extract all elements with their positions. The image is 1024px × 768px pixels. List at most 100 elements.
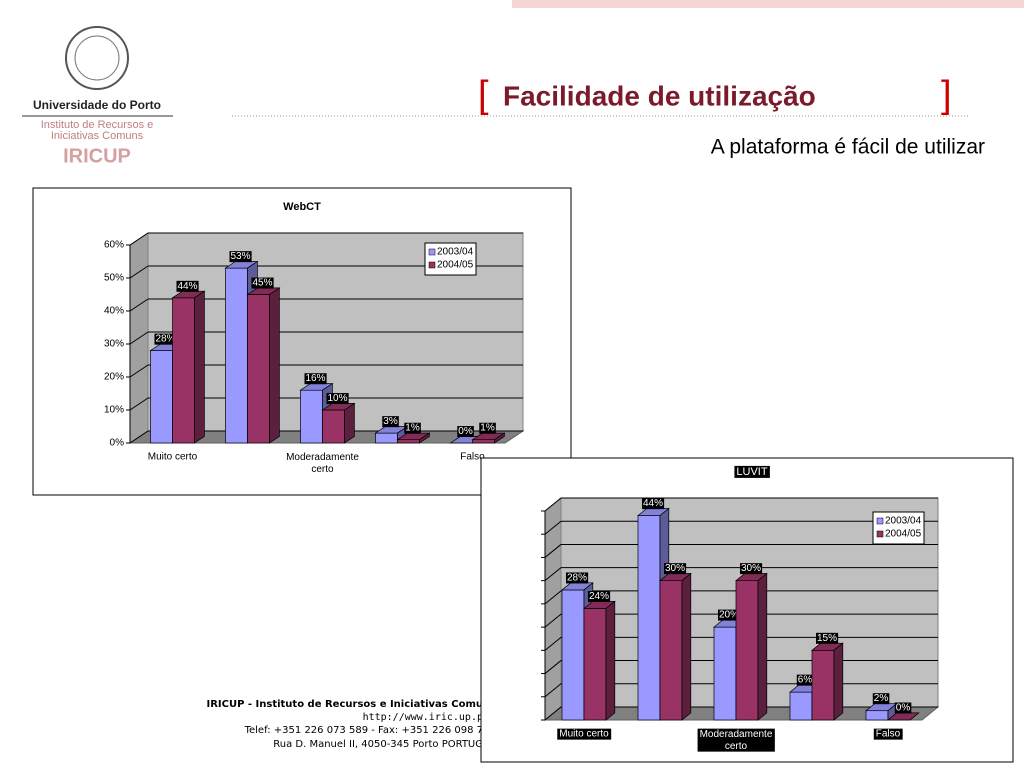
grid-line — [129, 232, 149, 246]
legend-swatch — [428, 248, 436, 256]
value-label: 6% — [798, 675, 813, 686]
bar — [713, 626, 737, 721]
value-label-bg — [176, 280, 199, 292]
acronym: IRICUP — [63, 145, 131, 167]
grid-line — [129, 397, 149, 411]
value-label: 1% — [480, 423, 495, 434]
bar-side — [605, 600, 616, 721]
value-label: 20% — [719, 610, 739, 621]
institute-name: Instituto de Recursos e — [41, 119, 154, 131]
bar — [561, 589, 585, 721]
value-label-bg — [229, 251, 252, 263]
x-tick-line: certo — [311, 464, 334, 475]
value-label-bg — [739, 563, 763, 575]
grid-line — [129, 364, 149, 378]
legend-frame — [424, 242, 477, 276]
value-label: 30% — [665, 563, 685, 574]
x-tick-label: Muito certo — [148, 452, 198, 463]
value-label: 44% — [643, 498, 663, 509]
x-tick-label: Moderadamente certo — [700, 729, 773, 752]
grid-line — [544, 544, 562, 558]
grid-line — [544, 520, 562, 535]
bar — [172, 297, 195, 444]
value-label: 28% — [567, 572, 587, 583]
x-tick-label: Moderadamente certo — [286, 452, 359, 475]
bar — [247, 294, 270, 444]
value-label: 15% — [817, 633, 837, 644]
footer-line: http://www.iric.up.p — [363, 712, 483, 723]
bar-side — [344, 402, 355, 444]
y-tick-label: 25% — [519, 599, 539, 610]
legend-swatch — [876, 517, 884, 525]
y-tick-label: 40% — [519, 529, 539, 540]
value-label-bg — [815, 632, 839, 644]
value-label: 2% — [874, 693, 889, 704]
bar — [300, 389, 323, 444]
y-tick-label: 10% — [519, 668, 539, 679]
bar-side — [494, 432, 505, 444]
value-label: 1% — [405, 423, 420, 434]
seal — [65, 26, 129, 90]
value-label: 53% — [230, 251, 250, 262]
bar-side — [194, 290, 205, 444]
legend-label: 2004/05 — [885, 529, 922, 540]
value-label-bg — [587, 591, 611, 603]
value-label-bg — [565, 572, 589, 584]
y-tick-label: 20% — [104, 372, 124, 383]
grid-line — [129, 298, 149, 312]
bar-side — [833, 642, 844, 721]
value-label-bg — [154, 333, 177, 345]
grid-line — [544, 683, 562, 698]
bar — [789, 691, 813, 721]
chart: 0% 10% 20% 30% 40% 50% 60% WebCT Muito certo 28% 4… — [32, 187, 572, 496]
x-tick-line: certo — [725, 741, 748, 752]
slide-title: Facilidade de utilização — [503, 80, 816, 111]
bar-side — [419, 432, 430, 444]
legend-swatch — [428, 261, 436, 269]
institute-name: Iniciativas Comuns — [51, 130, 144, 142]
title-bracket: [ — [478, 74, 489, 116]
legend-label: 2003/04 — [885, 516, 922, 527]
grid-line — [544, 497, 562, 512]
value-label: 0% — [896, 702, 911, 713]
value-label: 45% — [252, 278, 272, 289]
y-tick-label: 30% — [104, 339, 124, 350]
chart-title: WebCT — [283, 201, 321, 213]
grid-line — [129, 265, 149, 279]
legend-label: 2004/05 — [437, 260, 474, 271]
chart: 0% 5% 10% 15% 20% 25% 30% 35% 40% 45% LUVIT Muito c… — [480, 457, 1014, 763]
value-label-bg — [304, 373, 327, 385]
seal-inner — [74, 35, 120, 81]
university-name: Universidade do Porto — [33, 98, 161, 112]
footer-line: IRICUP - Instituto de Recursos e Iniciat… — [206, 699, 483, 710]
legend-frame — [872, 511, 925, 545]
bar — [659, 580, 683, 721]
y-tick-label: 0% — [110, 438, 125, 449]
value-label: 10% — [327, 393, 347, 404]
bar-side — [681, 572, 692, 721]
bar — [811, 649, 835, 721]
side-wall — [544, 496, 562, 722]
y-tick-label: 15% — [519, 645, 539, 656]
grid-line — [129, 430, 149, 444]
value-label: 3% — [383, 416, 398, 427]
legend-label: 2003/04 — [437, 247, 474, 258]
logo — [22, 26, 173, 117]
value-label-bg — [382, 416, 399, 428]
y-tick-label: 45% — [519, 506, 539, 517]
label-bg — [697, 728, 775, 752]
value-label-bg — [663, 563, 687, 575]
bar-side — [757, 572, 768, 721]
bar — [225, 267, 248, 444]
value-label-bg — [457, 426, 474, 438]
grid-line — [544, 706, 562, 721]
value-label: 28% — [155, 334, 175, 345]
x-tick-label: Falso — [460, 452, 485, 463]
y-tick-label: 20% — [519, 622, 539, 633]
footer-line: Rua D. Manuel II, 4050-345 Porto PORTUG — [273, 739, 483, 750]
x-tick-label: Muito certo — [559, 729, 609, 740]
grid-line — [544, 660, 562, 674]
grid-line — [544, 567, 562, 582]
